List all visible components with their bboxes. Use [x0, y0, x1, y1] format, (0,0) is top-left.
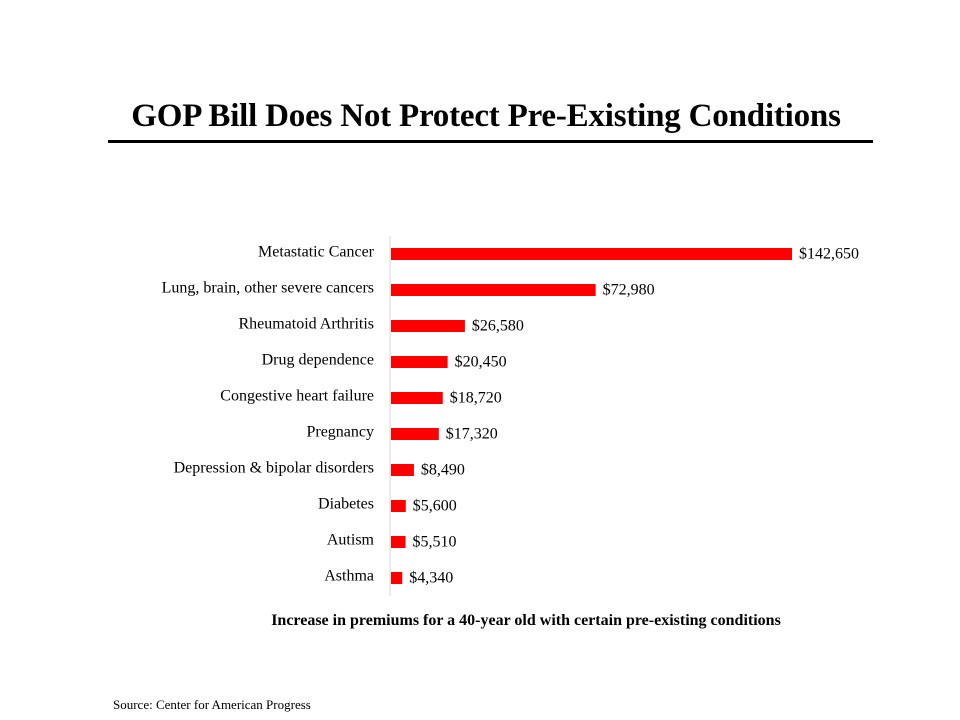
category-label-8: Autism [327, 532, 375, 549]
source-note: Source: Center for American Progress [113, 697, 311, 712]
value-label-9: $4,340 [409, 570, 453, 587]
value-label-5: $17,320 [446, 426, 498, 443]
category-label-1: Lung, brain, other severe cancers [162, 280, 374, 297]
value-label-8: $5,510 [413, 534, 457, 551]
category-label-2: Rheumatoid Arthritis [238, 316, 374, 333]
category-label-4: Congestive heart failure [220, 388, 374, 405]
bar-0 [391, 248, 792, 260]
bar-8 [391, 536, 406, 548]
bar-7 [391, 500, 406, 512]
bar-4 [391, 392, 443, 404]
category-labels-group: Metastatic Cancer Lung, brain, other seve… [162, 244, 375, 585]
category-label-5: Pregnancy [306, 424, 374, 441]
bars-group [391, 248, 792, 584]
bar-2 [391, 320, 465, 332]
value-label-3: $20,450 [455, 354, 507, 371]
value-label-4: $18,720 [450, 390, 502, 407]
x-axis-label: Increase in premiums for a 40-year old w… [271, 612, 781, 629]
category-label-3: Drug dependence [262, 352, 374, 369]
bar-6 [391, 464, 414, 476]
value-label-7: $5,600 [413, 498, 457, 515]
bar-9 [391, 572, 403, 584]
category-label-0: Metastatic Cancer [258, 244, 375, 261]
bar-3 [391, 356, 448, 368]
bar-1 [391, 284, 596, 296]
value-labels-group: $142,650 $72,980 $26,580 $20,450 $18,720 $17,… [409, 246, 859, 587]
category-label-7: Diabetes [318, 496, 374, 513]
value-label-2: $26,580 [472, 318, 524, 335]
bar-5 [391, 428, 439, 440]
chart-title: GOP Bill Does Not Protect Pre-Existing C… [131, 98, 841, 134]
value-label-6: $8,490 [421, 462, 465, 479]
value-label-1: $72,980 [603, 282, 655, 299]
value-label-0: $142,650 [799, 246, 859, 263]
category-label-6: Depression & bipolar disorders [174, 460, 374, 477]
category-label-9: Asthma [324, 568, 374, 585]
title-underline [108, 140, 873, 143]
